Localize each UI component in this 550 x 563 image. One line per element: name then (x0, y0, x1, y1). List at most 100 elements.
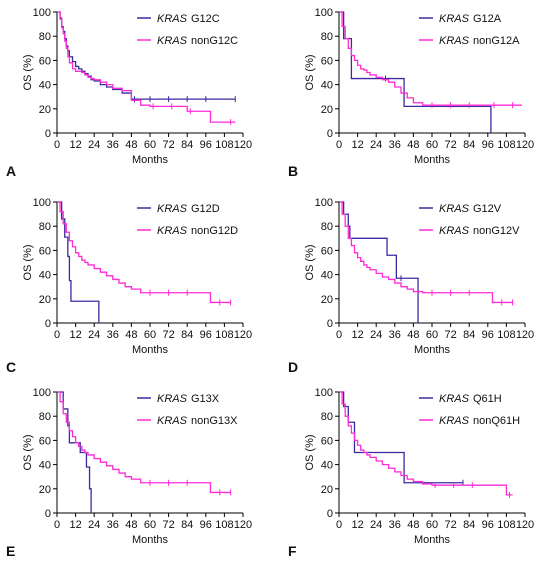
x-tick-label: 72 (162, 139, 174, 151)
legend-label: KRAS Q61H (439, 393, 502, 405)
y-tick-label: 20 (321, 104, 333, 116)
x-tick-label: 72 (162, 329, 174, 341)
y-tick-label: 20 (321, 484, 333, 496)
y-tick-label: 40 (39, 460, 51, 472)
x-tick-label: 60 (144, 139, 156, 151)
y-tick-label: 0 (327, 128, 333, 140)
panel-B: 0 20 40 60 80 100 0 12 24 36 48 60 72 84 96 108 120 Month… (288, 7, 534, 179)
y-tick-label: 100 (33, 197, 51, 209)
x-tick-label: 108 (215, 519, 233, 531)
x-tick-label: 0 (336, 519, 342, 531)
x-tick-label: 48 (407, 519, 419, 531)
y-tick-label: 40 (39, 80, 51, 92)
x-tick-label: 24 (88, 139, 100, 151)
y-tick-label: 20 (39, 104, 51, 116)
x-tick-label: 48 (125, 139, 137, 151)
x-tick-label: 60 (426, 519, 438, 531)
km-curve-g12a (339, 11, 492, 133)
y-tick-label: 0 (45, 508, 51, 520)
legend-variant-name: G13X (191, 393, 220, 405)
y-tick-label: 60 (321, 55, 333, 67)
x-tick-label: 72 (444, 519, 456, 531)
y-tick-label: 60 (39, 245, 51, 257)
y-tick-label: 60 (321, 435, 333, 447)
y-tick-label: 20 (321, 294, 333, 306)
panel-label: F (288, 543, 297, 559)
x-tick-label: 12 (69, 519, 81, 531)
legend-label: KRAS nonG12C (157, 35, 238, 47)
x-tick-label: 36 (107, 139, 119, 151)
x-tick-label: 120 (234, 329, 252, 341)
x-tick-label: 72 (444, 139, 456, 151)
x-tick-label: 96 (482, 519, 494, 531)
km-curve-nong13x (57, 391, 231, 494)
km-curve-nong12a (339, 11, 522, 106)
x-tick-label: 60 (144, 329, 156, 341)
legend-gene-name: KRAS (157, 203, 188, 215)
km-curve-nong12c (57, 11, 236, 123)
panel-C: 0 20 40 60 80 100 0 12 24 36 48 60 72 84 96 108 120 Month… (6, 197, 252, 375)
x-tick-label: 12 (69, 139, 81, 151)
legend-variant-name: nonG12V (473, 225, 520, 237)
legend-label: KRAS nonG12A (439, 35, 520, 47)
panel-A: 0 20 40 60 80 100 0 12 24 36 48 60 72 84 96 108 120 Month… (6, 7, 252, 179)
legend-gene-name: KRAS (439, 415, 470, 427)
legend-gene-name: KRAS (439, 203, 470, 215)
x-axis-title: Months (132, 154, 169, 166)
legend-gene-name: KRAS (157, 393, 188, 405)
x-tick-label: 0 (54, 139, 60, 151)
legend-variant-name: G12V (473, 203, 502, 215)
x-tick-label: 120 (516, 519, 534, 531)
x-axis-title: Months (132, 534, 169, 546)
legend-variant-name: nonQ61H (473, 415, 520, 427)
y-tick-label: 80 (321, 31, 333, 43)
panel-label: C (6, 359, 16, 375)
x-tick-label: 0 (336, 139, 342, 151)
x-tick-label: 96 (200, 519, 212, 531)
x-tick-label: 96 (482, 139, 494, 151)
x-tick-label: 96 (482, 329, 494, 341)
legend-label: KRAS G12V (439, 203, 502, 215)
y-tick-label: 80 (321, 411, 333, 423)
x-tick-label: 48 (125, 329, 137, 341)
x-tick-label: 60 (426, 329, 438, 341)
legend-gene-name: KRAS (439, 13, 470, 25)
x-tick-label: 36 (389, 329, 401, 341)
x-tick-label: 120 (234, 519, 252, 531)
legend-label: KRAS G13X (157, 393, 220, 405)
x-tick-label: 108 (497, 139, 515, 151)
km-curve-g13x (57, 391, 92, 513)
legend-gene-name: KRAS (157, 35, 188, 47)
x-tick-label: 36 (107, 329, 119, 341)
legend-variant-name: nonG13X (191, 415, 238, 427)
x-tick-label: 120 (516, 329, 534, 341)
x-tick-label: 120 (234, 139, 252, 151)
km-curve-g12v (339, 201, 419, 323)
y-tick-label: 20 (39, 294, 51, 306)
x-tick-label: 60 (426, 139, 438, 151)
x-tick-label: 12 (351, 139, 363, 151)
x-tick-label: 84 (463, 139, 475, 151)
legend-variant-name: nonG12C (191, 35, 238, 47)
panel-label: E (6, 543, 15, 559)
km-curve-nong12d (57, 201, 231, 304)
x-tick-label: 108 (215, 329, 233, 341)
x-tick-label: 48 (407, 139, 419, 151)
legend-variant-name: G12C (191, 13, 220, 25)
y-tick-label: 100 (315, 7, 333, 19)
legend-gene-name: KRAS (439, 35, 470, 47)
y-tick-label: 0 (327, 508, 333, 520)
panel-F: 0 20 40 60 80 100 0 12 24 36 48 60 72 84 96 108 120 Month… (288, 387, 534, 559)
x-tick-label: 108 (215, 139, 233, 151)
y-tick-label: 20 (39, 484, 51, 496)
legend-label: KRAS G12D (157, 203, 220, 215)
x-tick-label: 48 (407, 329, 419, 341)
x-axis-title: Months (414, 154, 451, 166)
x-tick-label: 84 (463, 519, 475, 531)
legend-gene-name: KRAS (439, 393, 470, 405)
km-curve-nonq61h (339, 391, 513, 496)
legend-label: KRAS nonG12V (439, 225, 520, 237)
y-tick-label: 60 (39, 435, 51, 447)
x-tick-label: 84 (181, 519, 193, 531)
